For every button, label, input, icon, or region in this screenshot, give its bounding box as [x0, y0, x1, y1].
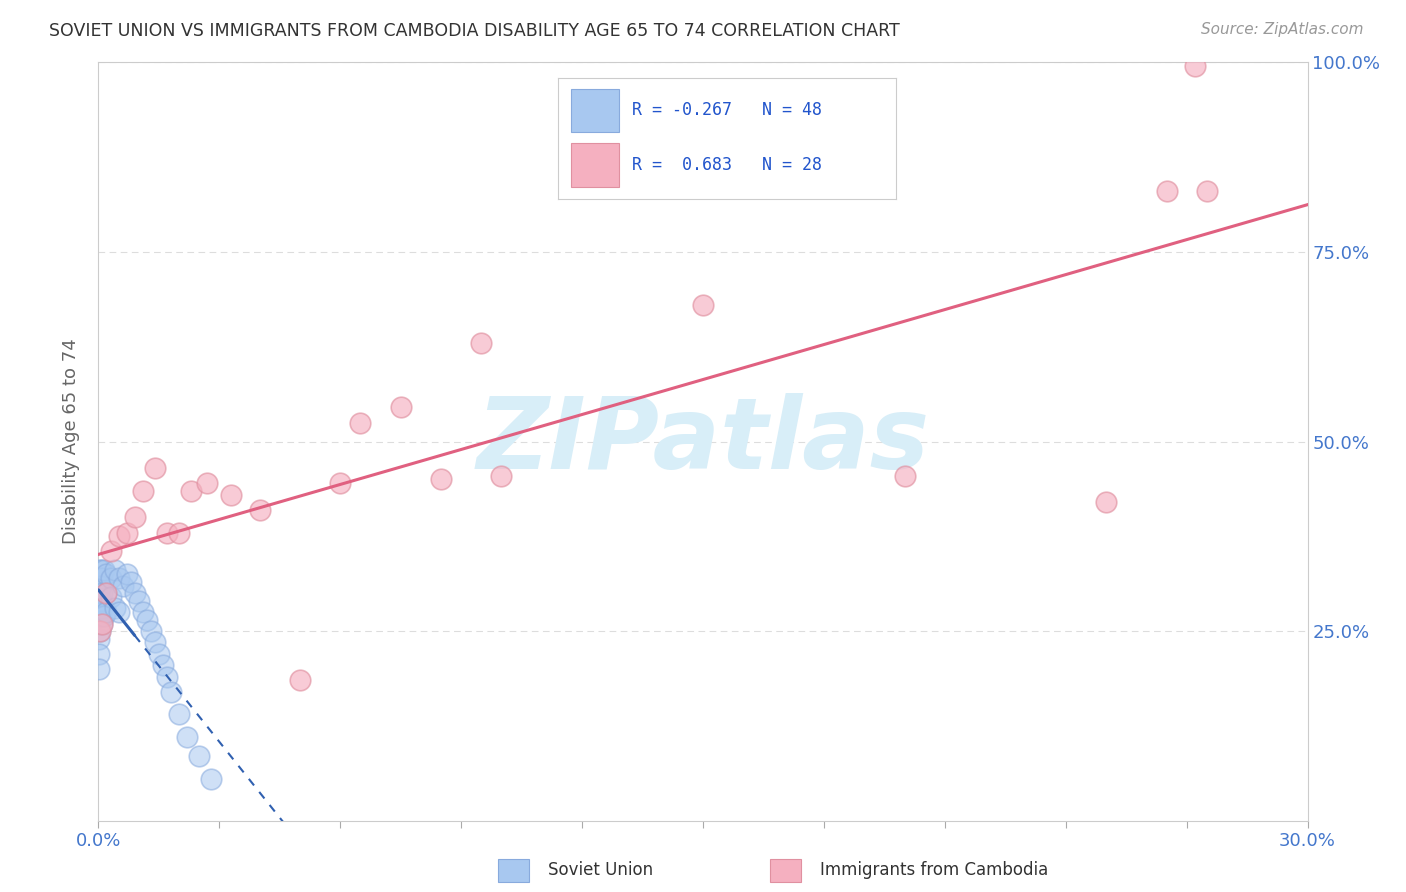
Point: [1195, 184, 1218, 198]
Point: [89, 624, 111, 639]
Point: [87, 647, 110, 661]
Point: [103, 601, 125, 615]
Point: [90, 564, 112, 578]
Point: [96, 567, 118, 582]
Point: [249, 503, 271, 517]
Point: [167, 707, 190, 722]
Point: [107, 529, 129, 543]
Point: [87, 586, 110, 600]
Point: [115, 525, 138, 540]
Bar: [498, 859, 530, 882]
Text: Immigrants from Cambodia: Immigrants from Cambodia: [821, 861, 1049, 879]
Point: [1095, 495, 1118, 509]
Point: [195, 476, 218, 491]
Point: [288, 673, 311, 688]
Point: [89, 624, 111, 639]
Point: [115, 567, 138, 582]
Point: [91, 601, 114, 615]
Point: [893, 468, 915, 483]
Point: [90, 608, 112, 623]
Point: [692, 298, 714, 312]
Point: [91, 571, 114, 585]
Point: [96, 586, 118, 600]
Point: [143, 461, 166, 475]
Point: [89, 579, 111, 593]
Text: SOVIET UNION VS IMMIGRANTS FROM CAMBODIA DISABILITY AGE 65 TO 74 CORRELATION CHA: SOVIET UNION VS IMMIGRANTS FROM CAMBODIA…: [49, 22, 900, 40]
Point: [349, 416, 371, 430]
Point: [100, 590, 122, 604]
Point: [91, 616, 114, 631]
Text: ZIPatlas: ZIPatlas: [477, 393, 929, 490]
Point: [160, 685, 183, 699]
Point: [107, 571, 129, 585]
Point: [87, 662, 110, 676]
Point: [87, 632, 110, 646]
Point: [91, 616, 114, 631]
Point: [90, 594, 112, 608]
Point: [124, 510, 146, 524]
Point: [132, 483, 155, 498]
Point: [470, 335, 492, 350]
Point: [200, 772, 222, 786]
Point: [96, 586, 118, 600]
Point: [100, 571, 122, 585]
Point: [329, 476, 352, 491]
Point: [87, 601, 110, 615]
Point: [156, 669, 179, 683]
Text: Source: ZipAtlas.com: Source: ZipAtlas.com: [1201, 22, 1364, 37]
Point: [152, 658, 174, 673]
Point: [1184, 59, 1206, 73]
Point: [221, 487, 243, 501]
Point: [139, 624, 162, 639]
Point: [89, 564, 111, 578]
Point: [103, 564, 125, 578]
Point: [93, 608, 115, 623]
Point: [143, 635, 166, 649]
Point: [132, 605, 155, 619]
Point: [89, 594, 111, 608]
Point: [135, 613, 157, 627]
Point: [491, 468, 513, 483]
Y-axis label: Disability Age 65 to 74: Disability Age 65 to 74: [62, 339, 80, 544]
Point: [120, 574, 142, 589]
Text: Soviet Union: Soviet Union: [548, 861, 654, 879]
Point: [90, 579, 112, 593]
Point: [93, 564, 115, 578]
Point: [87, 616, 110, 631]
Bar: [770, 859, 801, 882]
Point: [96, 605, 118, 619]
Point: [87, 608, 110, 623]
Point: [89, 608, 111, 623]
Point: [430, 473, 453, 487]
Point: [148, 647, 170, 661]
Point: [180, 483, 202, 498]
Point: [389, 401, 412, 415]
Point: [128, 594, 150, 608]
Point: [156, 525, 179, 540]
Point: [111, 579, 134, 593]
Point: [87, 571, 110, 585]
Point: [167, 525, 190, 540]
Point: [1156, 184, 1178, 198]
Point: [100, 544, 122, 558]
Point: [124, 586, 146, 600]
Point: [176, 730, 198, 744]
Point: [107, 605, 129, 619]
Point: [188, 749, 211, 764]
Point: [91, 586, 114, 600]
